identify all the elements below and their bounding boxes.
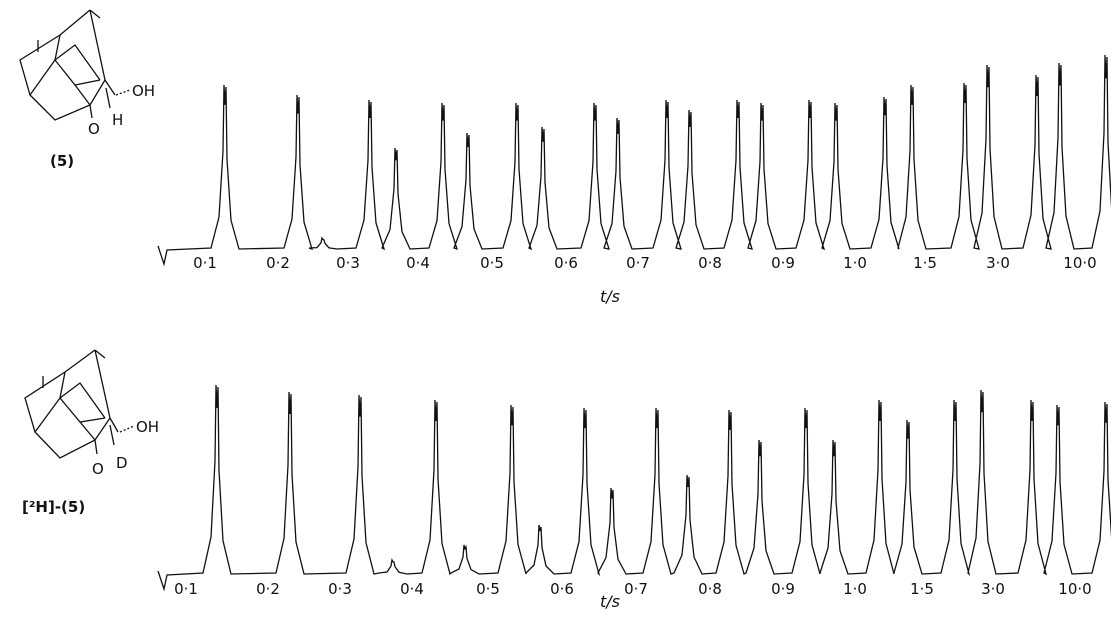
time-label: 0·6	[550, 580, 574, 598]
spectrum-trace	[157, 54, 1111, 267]
compound-label: [²H]-(5)	[22, 498, 85, 516]
time-label: 10·0	[1058, 580, 1091, 598]
compound-label: (5)	[50, 152, 74, 170]
time-label: 0·7	[626, 254, 650, 272]
substituent: O	[88, 120, 100, 138]
substituent: D	[116, 454, 128, 472]
time-label: 0·6	[554, 254, 578, 272]
structure	[24, 349, 135, 459]
time-label: 0·1	[193, 254, 217, 272]
time-label: 0·2	[266, 254, 290, 272]
time-label: 0·2	[256, 580, 280, 598]
time-label: 0·5	[480, 254, 504, 272]
time-label: 0·9	[771, 580, 795, 598]
substituent: H	[112, 111, 123, 129]
time-label: 3·0	[981, 580, 1005, 598]
substituent: OH	[136, 418, 159, 436]
time-label: 0·3	[336, 254, 360, 272]
time-label: 0·3	[328, 580, 352, 598]
structure	[19, 9, 131, 121]
axis-label: t/s	[600, 592, 620, 611]
time-label: 0·4	[406, 254, 430, 272]
time-label: 0·7	[624, 580, 648, 598]
axis-label: t/s	[600, 287, 620, 306]
time-label: 1·5	[910, 580, 934, 598]
time-label: 0·5	[476, 580, 500, 598]
spectrum-trace	[157, 384, 1111, 592]
time-label: 0·9	[771, 254, 795, 272]
substituent: OH	[132, 82, 155, 100]
time-label: 0·1	[174, 580, 198, 598]
time-label: 1·5	[913, 254, 937, 272]
time-label: 0·8	[698, 580, 722, 598]
time-label: 3·0	[986, 254, 1010, 272]
time-label: 10·0	[1063, 254, 1096, 272]
time-label: 0·8	[698, 254, 722, 272]
time-label: 1·0	[843, 254, 867, 272]
time-label: 0·4	[400, 580, 424, 598]
time-label: 1·0	[843, 580, 867, 598]
substituent: O	[92, 460, 104, 478]
